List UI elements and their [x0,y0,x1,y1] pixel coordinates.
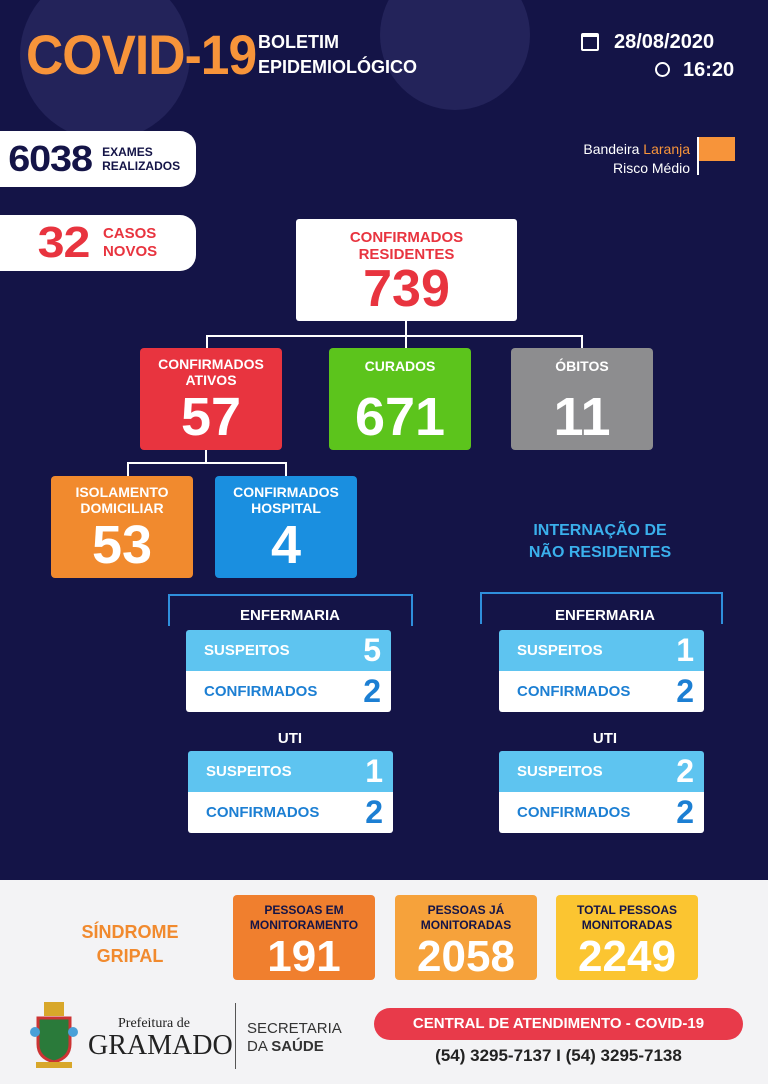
confirmados-residentes-label: CONFIRMADOS [349,229,464,246]
sindrome-gripal-label: SÍNDROME GRIPAL [81,922,179,966]
total-monitoradas-box: TOTAL PESSOAS MONITORADAS 2249 [556,895,698,981]
nao-residentes-enfermaria-table: SUSPEITOS 1 CONFIRMADOS 2 [499,630,704,712]
bracket [721,592,723,624]
connector [581,335,583,349]
prefeitura-label: Prefeitura de [118,1016,190,1031]
confirmados-residentes-value: 739 [363,260,450,318]
bracket [168,594,413,596]
monitoramento-box: PESSOAS EM MONITORAMENTO 191 [233,895,375,981]
risk-level: Risco Médio [612,160,690,176]
bracket [480,592,723,594]
table-row: SUSPEITOS 2 [499,751,704,792]
connector [127,462,129,476]
gramado-label: GRAMADO [88,1030,233,1061]
casos-novos-value: 32 [37,218,91,267]
connector [405,320,407,336]
isolamento-value: 53 [91,515,153,575]
uti-label: UTI [592,730,618,747]
obitos-label: ÓBITOS [555,358,609,374]
casos-label: CASOS [102,225,157,242]
curados-value: 671 [354,387,446,447]
isolamento-box: ISOLAMENTO DOMICILIAR 53 [51,476,193,578]
exames-label: EXAMES [102,145,153,159]
nao-residentes-uti-table: SUSPEITOS 2 CONFIRMADOS 2 [499,751,704,833]
divider [235,1003,236,1069]
connector [206,335,208,349]
phone-numbers: (54) 3295-7137 I (54) 3295-7138 [435,1046,682,1065]
residentes-enfermaria-table: SUSPEITOS 5 CONFIRMADOS 2 [186,630,391,712]
connector [285,462,287,476]
ativos-label: CONFIRMADOS ATIVOS [158,356,264,388]
obitos-value: 11 [553,387,611,447]
residentes-uti-table: SUSPEITOS 1 CONFIRMADOS 2 [188,751,393,833]
nao-residentes-title: INTERNAÇÃO DE NÃO RESIDENTES [528,522,672,561]
secretaria-label: SECRETARIA DA SAÚDE [247,1020,342,1055]
flag-cloth [699,137,735,161]
connector [205,450,207,463]
calendar-icon [581,33,599,51]
bracket [168,594,170,626]
clock-icon [655,62,670,77]
table-row: SUSPEITOS 1 [499,630,704,671]
ativos-box: CONFIRMADOS ATIVOS 57 [140,348,282,450]
curados-label: CURADOS [364,358,436,374]
virus-decoration [380,0,530,110]
table-row: CONFIRMADOS 2 [186,671,391,712]
table-row: SUSPEITOS 5 [186,630,391,671]
enfermaria-label: ENFERMARIA [240,607,340,624]
bracket [480,592,482,624]
page-title: COVID-19 [26,23,257,86]
coat-of-arms-logo [30,1002,78,1070]
casos-novos-badge: 32 CASOS NOVOS [0,215,196,271]
bandeira-prefix: Bandeira [583,141,644,157]
confirmados-residentes-box: CONFIRMADOS RESIDENTES 739 [296,219,517,321]
residentes-label: RESIDENTES [358,246,455,263]
date: 28/08/2020 [614,31,715,53]
hospital-value: 4 [270,515,302,575]
table-row: SUSPEITOS 1 [188,751,393,792]
flag-icon [697,137,699,175]
connector [405,335,407,349]
novos-label: NOVOS [102,243,158,260]
ativos-value: 57 [180,387,242,447]
table-row: CONFIRMADOS 2 [499,671,704,712]
obitos-box: ÓBITOS 11 [511,348,653,450]
enfermaria-label: ENFERMARIA [555,607,655,624]
table-row: CONFIRMADOS 2 [188,792,393,833]
hospital-label: CONFIRMADOS HOSPITAL [233,484,339,516]
time: 16:20 [683,59,735,81]
bandeira-color: Laranja [643,141,690,157]
hospital-box: CONFIRMADOS HOSPITAL 4 [215,476,357,578]
connector [127,462,287,464]
central-atendimento-banner: CENTRAL DE ATENDIMENTO - COVID-19 [374,1008,743,1040]
connector [206,335,583,337]
virus-decoration [20,0,190,140]
curados-box: CURADOS 671 [329,348,471,450]
exames-value: 6038 [8,138,93,179]
table-row: CONFIRMADOS 2 [499,792,704,833]
exames-badge: 6038 EXAMES REALIZADOS [0,131,196,187]
bracket [411,594,413,626]
isolamento-label: ISOLAMENTO DOMICILIAR [75,484,169,516]
monitoradas-box: PESSOAS JÁ MONITORADAS 2058 [395,895,537,981]
exames-label2: REALIZADOS [102,159,181,173]
subtitle-epidemiologico: EPIDEMIOLÓGICO [258,57,418,77]
subtitle-boletim: BOLETIM [258,32,339,52]
bandeira-info: Bandeira Laranja Risco Médio [560,140,690,178]
uti-label: UTI [277,730,303,747]
